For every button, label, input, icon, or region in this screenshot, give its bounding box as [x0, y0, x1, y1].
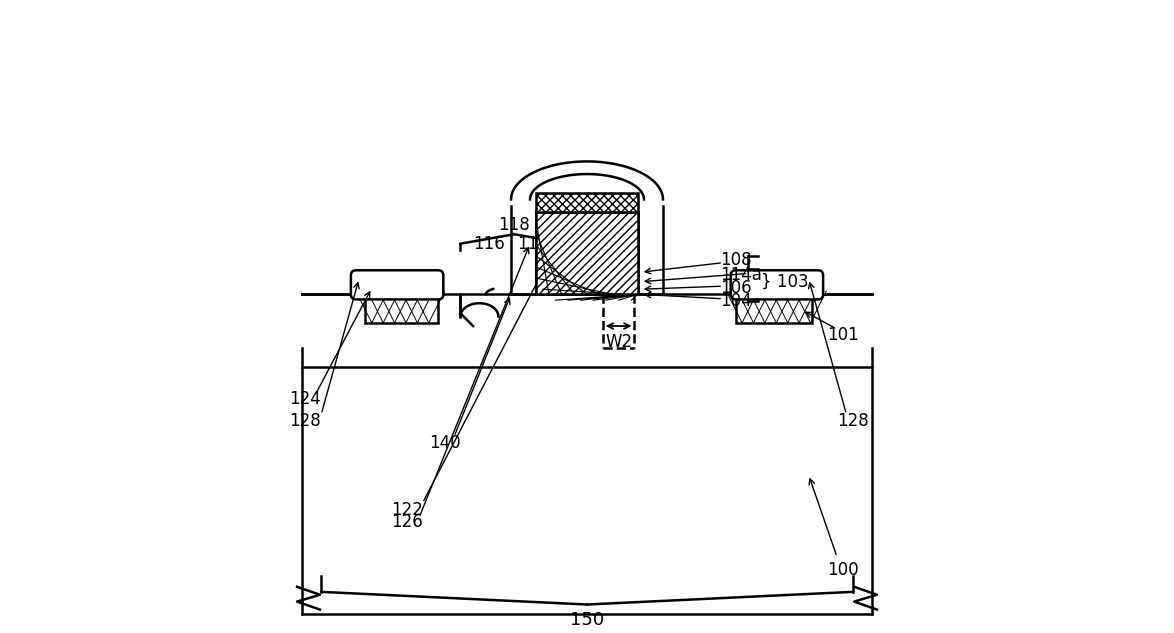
Text: 116: 116 [473, 235, 505, 253]
Text: 104: 104 [720, 292, 751, 310]
Text: 140: 140 [429, 434, 460, 452]
Bar [537, 212, 637, 294]
Text: 150: 150 [569, 611, 605, 629]
Text: } 103: } 103 [761, 273, 809, 291]
Text: 124: 124 [290, 390, 322, 408]
Bar [736, 291, 811, 323]
Text: 122: 122 [391, 501, 423, 518]
Text: W2: W2 [605, 333, 633, 351]
Text: 118: 118 [498, 216, 531, 234]
FancyBboxPatch shape [730, 270, 823, 299]
Text: 108: 108 [720, 251, 751, 268]
FancyBboxPatch shape [351, 270, 444, 299]
Text: 128: 128 [290, 412, 322, 430]
Text: 126: 126 [391, 513, 423, 531]
Text: 101: 101 [828, 327, 859, 344]
Text: 100: 100 [828, 561, 859, 579]
Bar [537, 193, 637, 212]
Bar [537, 193, 637, 212]
Bar [365, 291, 438, 323]
Text: 106: 106 [720, 279, 751, 297]
Bar [537, 212, 637, 294]
Text: 112: 112 [518, 235, 549, 253]
Bar [537, 212, 637, 294]
Text: 114a: 114a [720, 266, 762, 284]
Text: 128: 128 [837, 412, 869, 430]
